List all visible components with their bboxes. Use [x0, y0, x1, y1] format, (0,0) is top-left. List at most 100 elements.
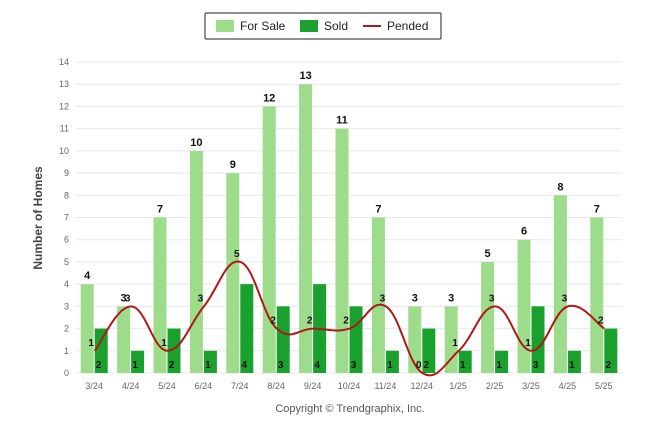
label-pended: 1	[161, 338, 167, 349]
bars	[80, 84, 618, 373]
bar-sold	[240, 284, 254, 373]
x-tick-label: 2/25	[486, 381, 504, 391]
label-sold: 1	[387, 360, 393, 371]
y-tick-label: 11	[60, 124, 69, 134]
bar-for-sale	[553, 195, 567, 373]
bar-sold	[422, 328, 436, 373]
bar-sold	[94, 328, 108, 373]
bar-for-sale	[153, 217, 167, 373]
bar-sold	[385, 350, 399, 373]
label-for-sale: 3	[448, 292, 454, 304]
label-pended: 3	[489, 293, 495, 304]
y-axis-title: Number of Homes	[31, 166, 45, 270]
bar-for-sale	[262, 106, 276, 373]
label-pended: 2	[343, 316, 349, 327]
bar-for-sale	[80, 284, 94, 373]
bar-for-sale	[117, 306, 131, 373]
y-tick-label: 10	[59, 146, 69, 156]
y-tick-label: 1	[64, 346, 69, 356]
label-sold: 3	[533, 360, 539, 371]
x-tick-label: 5/25	[595, 381, 613, 391]
label-sold: 3	[278, 360, 284, 371]
label-sold: 2	[96, 360, 102, 371]
pended-line-path	[93, 260, 605, 377]
legend-box	[204, 12, 442, 40]
x-tick-label: 10/24	[338, 381, 361, 391]
label-sold: 4	[242, 360, 248, 371]
bar-for-sale	[226, 173, 240, 373]
label-for-sale: 7	[375, 204, 381, 216]
label-pended: 2	[307, 316, 313, 327]
label-pended: 3	[125, 293, 131, 304]
bar-sold	[495, 350, 509, 373]
y-tick-label: 6	[64, 235, 69, 245]
x-tick-label: 7/24	[231, 381, 249, 391]
label-sold: 2	[606, 360, 612, 371]
y-tick-label: 8	[64, 190, 69, 200]
label-for-sale: 9	[230, 159, 236, 171]
label-pended: 1	[525, 338, 531, 349]
x-tick-label: 4/25	[559, 381, 577, 391]
y-tick-label: 12	[59, 101, 69, 111]
y-tick-label: 4	[64, 279, 69, 289]
label-pended: 5	[234, 249, 240, 260]
label-for-sale: 7	[594, 204, 600, 216]
label-for-sale: 10	[190, 137, 202, 149]
label-for-sale: 3	[121, 292, 127, 304]
label-sold: 1	[496, 360, 502, 371]
bar-sold	[604, 328, 618, 373]
bar-sold	[131, 350, 145, 373]
y-tick-label: 3	[64, 301, 69, 311]
legend-label-pended: Pended	[387, 19, 428, 33]
label-pended: 3	[562, 293, 568, 304]
bar-sold	[167, 328, 181, 373]
bar-for-sale	[335, 128, 349, 373]
y-tick-label: 7	[64, 213, 69, 223]
label-sold: 1	[460, 360, 466, 371]
x-tick-label: 6/24	[195, 381, 213, 391]
legend: For Sale Sold Pended	[204, 12, 442, 40]
label-sold: 2	[169, 360, 175, 371]
label-pended: 0	[416, 360, 422, 371]
label-pended: 2	[270, 316, 276, 327]
x-tick-label: 3/24	[85, 381, 103, 391]
pended-line	[93, 260, 605, 377]
bar-for-sale	[590, 217, 604, 373]
y-tick-label: 9	[64, 168, 69, 178]
label-sold: 3	[351, 360, 357, 371]
label-pended: 3	[380, 293, 386, 304]
label-for-sale: 8	[557, 181, 563, 193]
label-sold: 1	[569, 360, 575, 371]
label-pended: 2	[598, 316, 604, 327]
label-for-sale: 7	[157, 204, 163, 216]
bar-sold	[276, 306, 290, 373]
bar-sold	[567, 350, 581, 373]
bar-for-sale	[517, 239, 531, 373]
label-for-sale: 12	[263, 92, 275, 104]
label-for-sale: 5	[485, 248, 491, 260]
legend-label-for-sale: For Sale	[240, 19, 286, 33]
label-for-sale: 3	[412, 292, 418, 304]
y-tick-label: 5	[64, 257, 69, 267]
label-sold: 1	[132, 360, 138, 371]
label-pended: 3	[198, 293, 204, 304]
x-tick-label: 1/25	[449, 381, 467, 391]
label-pended: 1	[452, 338, 458, 349]
bar-sold	[531, 306, 545, 373]
x-tick-label: 3/25	[522, 381, 540, 391]
legend-swatch-sold	[300, 20, 318, 32]
data-labels: 4231721019412313411371323151638172131352…	[84, 70, 611, 371]
label-for-sale: 6	[521, 226, 527, 238]
bar-sold	[458, 350, 472, 373]
x-axis-ticks: 3/24 4/24 5/24 6/24 7/24 8/24 9/24 10/24 11/24 12…	[85, 381, 612, 391]
label-for-sale: 11	[336, 115, 348, 127]
legend-label-sold: Sold	[324, 19, 348, 33]
grid-lines	[76, 61, 622, 374]
x-tick-label: 5/24	[158, 381, 176, 391]
y-tick-label: 0	[64, 368, 69, 378]
bar-sold	[203, 350, 217, 373]
x-tick-label: 8/24	[267, 381, 285, 391]
